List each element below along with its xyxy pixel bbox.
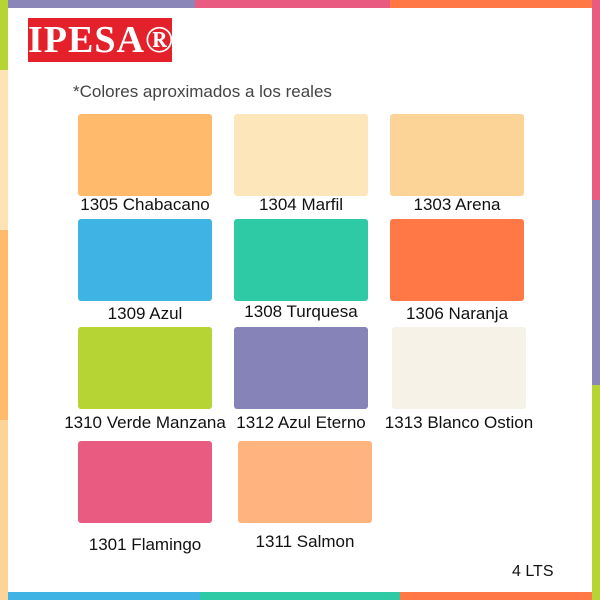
color-name: 1308 Turquesa (244, 302, 358, 321)
frame (592, 0, 600, 200)
color-name: 1301 Flamingo (88, 535, 202, 554)
disclaimer: *Colores aproximados a los reales (73, 82, 332, 101)
frame (0, 70, 8, 230)
frame (0, 0, 195, 8)
color-name: 1313 Blanco Ostion (384, 413, 534, 432)
frame (592, 200, 600, 385)
frame (592, 385, 600, 600)
color-name: 1303 Arena (413, 195, 501, 214)
frame (0, 420, 8, 600)
color-swatch (234, 219, 368, 301)
color-swatch (392, 327, 526, 409)
color-name: 1310 Verde Manzana (64, 413, 226, 432)
color-swatch (238, 441, 372, 523)
color-swatch (234, 114, 368, 196)
color-name: 1312 Azul Eterno (236, 413, 366, 432)
color-name: 1306 Naranja (405, 304, 509, 323)
frame (195, 0, 390, 8)
color-name: 1311 Salmon (255, 532, 355, 551)
brand-logo: IPESA® (28, 18, 175, 62)
frame (0, 230, 8, 420)
color-name: 1309 Azul (107, 304, 183, 323)
frame (0, 592, 200, 600)
color-swatch (234, 327, 368, 409)
color-swatch (390, 219, 524, 301)
color-swatch (390, 114, 524, 196)
frame (400, 592, 600, 600)
color-swatch (78, 114, 212, 196)
color-name: 1304 Marfil (258, 195, 344, 214)
color-swatch (78, 327, 212, 409)
color-swatch (78, 219, 212, 301)
color-name: 1305 Chabacano (80, 195, 210, 214)
frame (390, 0, 600, 8)
color-swatch (78, 441, 212, 523)
frame (200, 592, 400, 600)
frame (0, 0, 8, 70)
volume: 4 LTS (512, 563, 554, 580)
